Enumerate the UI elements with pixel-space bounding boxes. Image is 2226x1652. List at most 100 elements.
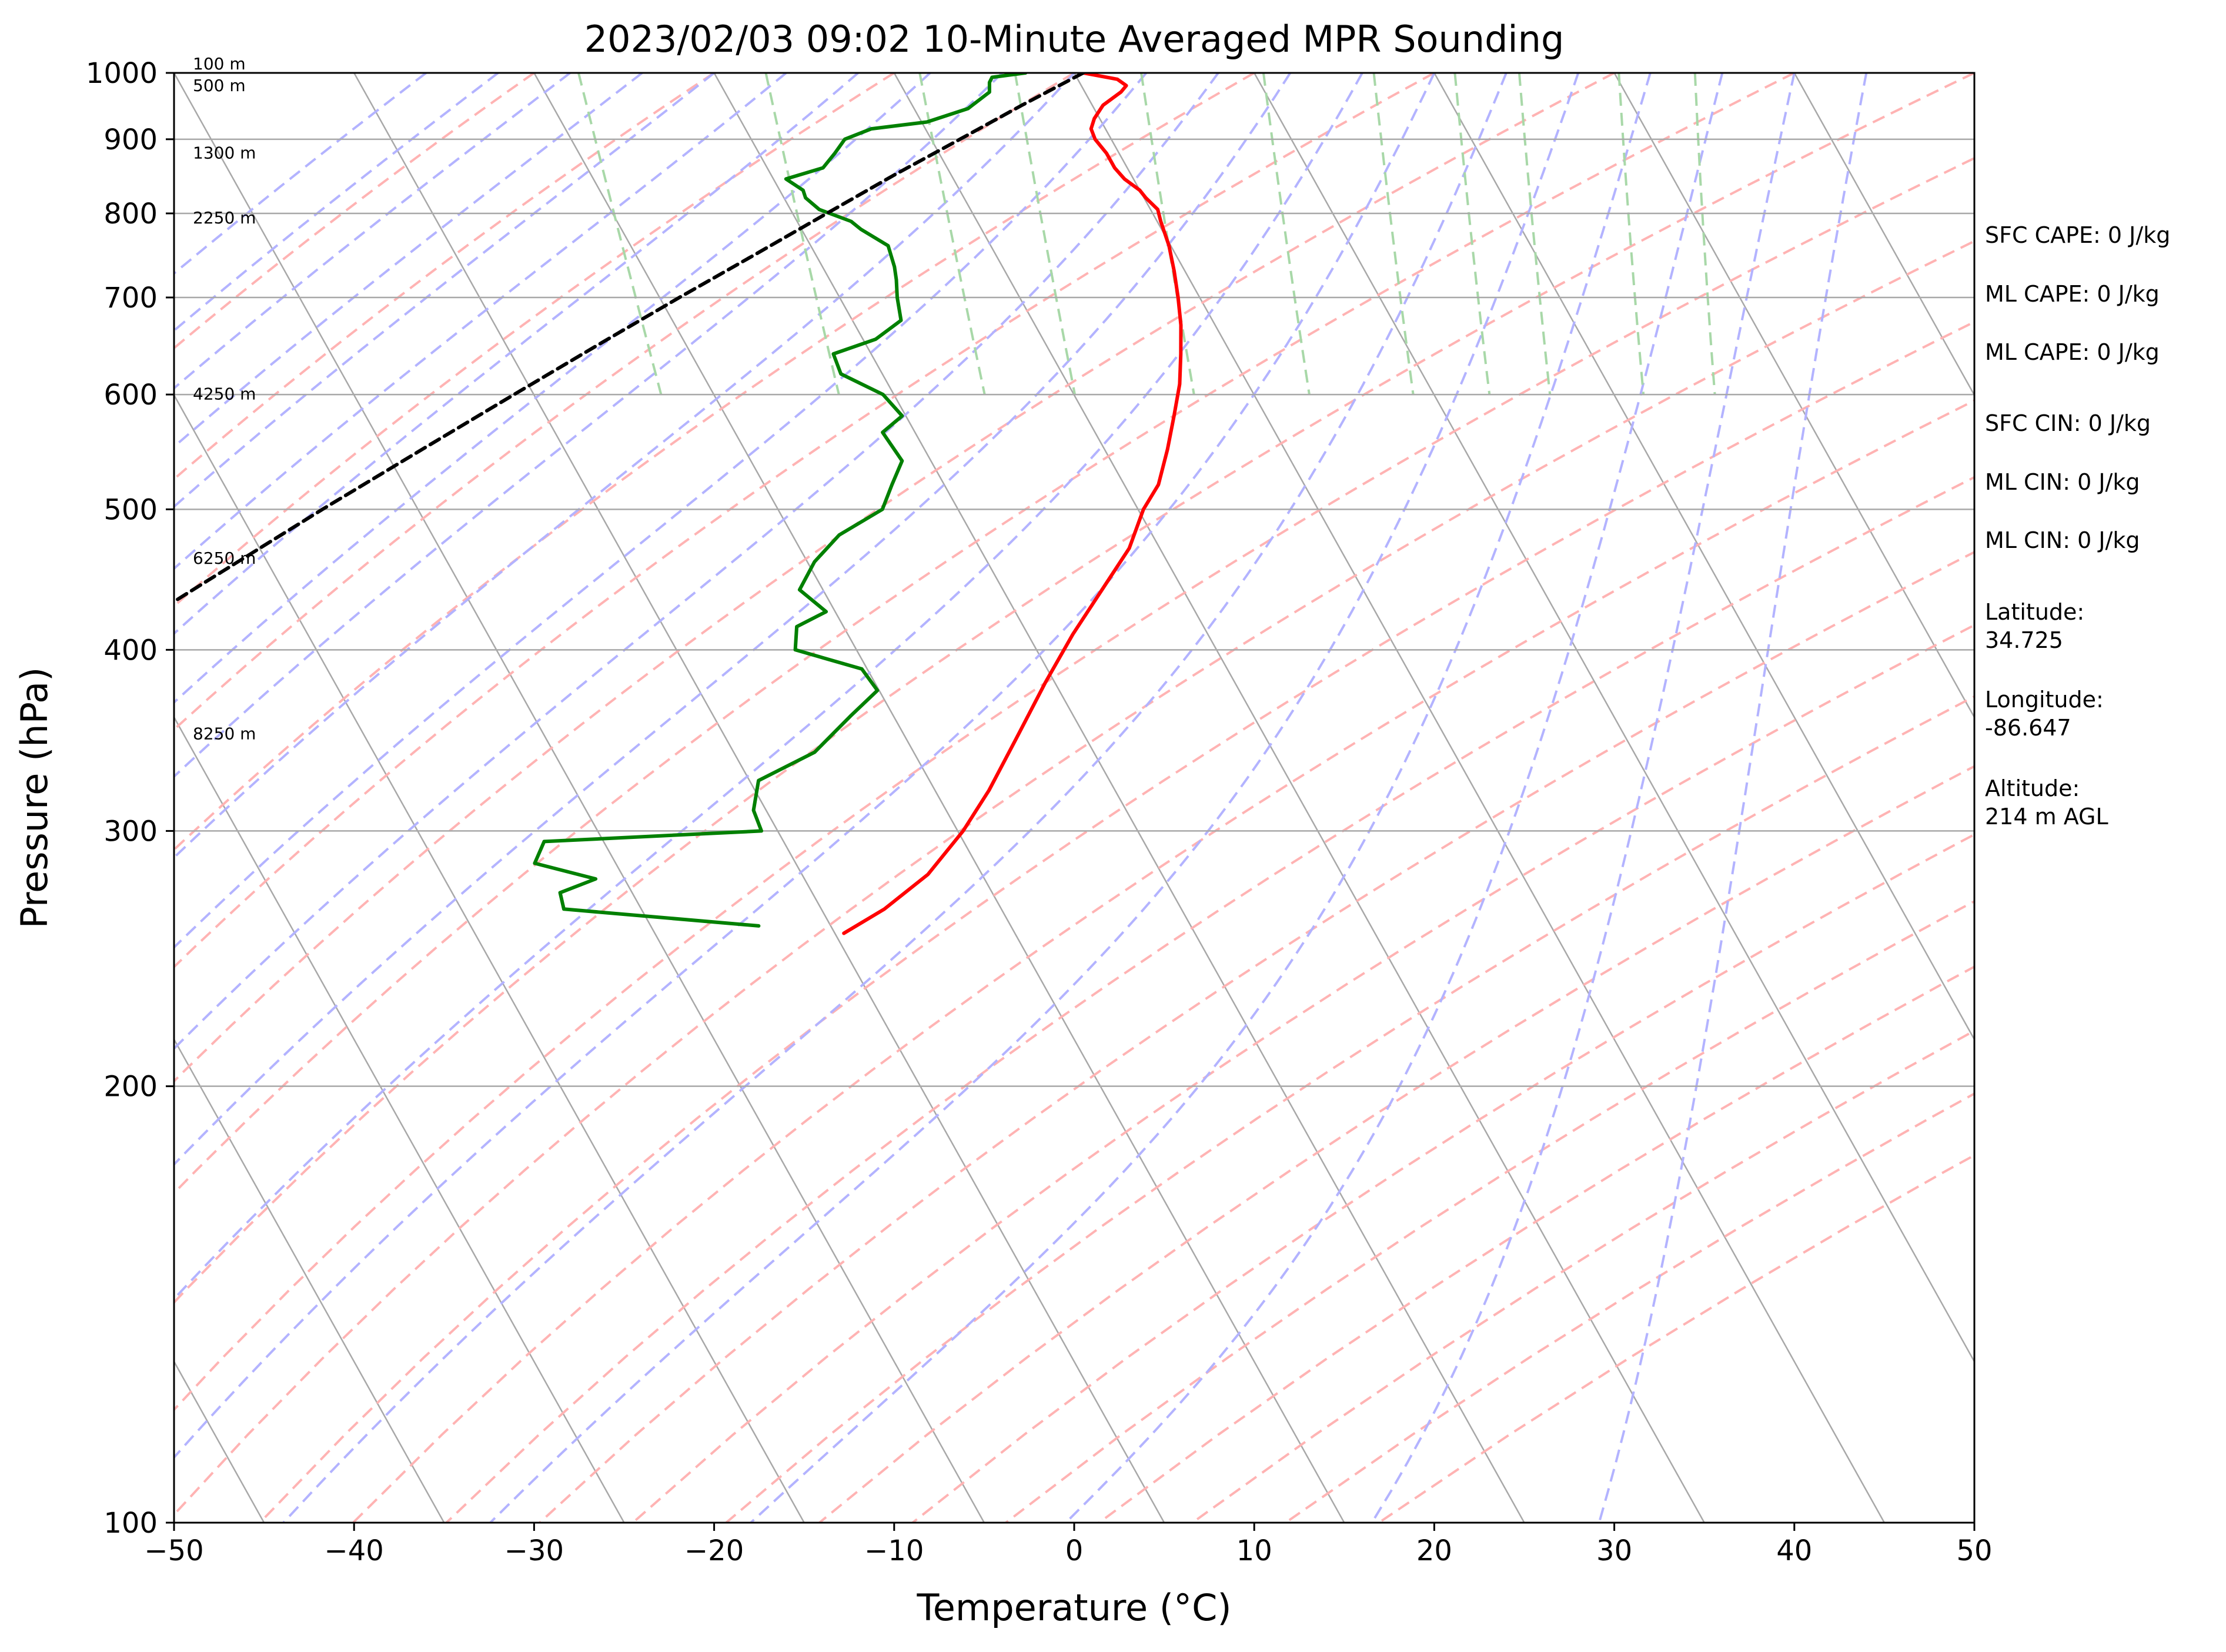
- x-tick-label: 10: [1236, 1534, 1272, 1567]
- dry-adiabat-line: [539, 550, 1974, 1523]
- parcel-profile-line: [174, 73, 1085, 604]
- temperature-profile-line: [842, 73, 1183, 935]
- x-axis-ticks: −50 −40 −30 −20 −10 0 10 20 30 40 50: [144, 1523, 1993, 1567]
- stats-annotation: -86.647: [1985, 715, 2071, 741]
- y-tick-label: 600: [103, 379, 158, 412]
- dry-adiabat-line: [725, 695, 1974, 1523]
- height-label: 2250 m: [193, 208, 256, 228]
- dry-adiabats: [174, 73, 1974, 1523]
- isotherm-line: [174, 715, 625, 1523]
- dry-adiabat-line: [174, 73, 895, 608]
- moist-adiabat-line: [750, 73, 1652, 1523]
- stats-annotation: ML CIN: 0 J/kg: [1985, 469, 2140, 495]
- moist-adiabat-line: [174, 73, 787, 570]
- height-labels: 100 m 500 m 1300 m 2250 m 4250 m 6250 m 8250 m: [193, 54, 256, 744]
- moist-adiabat-line: [174, 73, 715, 509]
- dry-adiabat-line: [174, 73, 715, 481]
- dry-adiabat-line: [174, 73, 1075, 731]
- isotherm-line: [1613, 73, 1974, 719]
- height-label: 100 m: [193, 54, 246, 73]
- stats-annotation: Longitude:: [1985, 687, 2104, 713]
- y-axis-ticks: 100 200 300 400 500 600 700 800 900 1000: [86, 57, 174, 1540]
- stats-annotation: SFC CIN: 0 J/kg: [1985, 410, 2151, 436]
- isotherm-line: [1793, 73, 1974, 397]
- moist-adiabat-line: [174, 73, 1363, 1301]
- x-tick-label: 20: [1416, 1534, 1452, 1567]
- dry-adiabat-line: [174, 239, 1974, 1517]
- x-axis-label: Temperature (°C): [916, 1586, 1231, 1629]
- dry-adiabat-line: [174, 156, 1974, 1412]
- dry-adiabat-line: [259, 320, 1974, 1523]
- isotherms: [174, 73, 2226, 1523]
- mixing-ratio-lines: [577, 73, 1716, 395]
- isotherm-line: [1073, 73, 1885, 1523]
- dry-adiabat-line: [174, 73, 1615, 1083]
- moist-adiabat-line: [174, 73, 1292, 1166]
- x-tick-label: −50: [144, 1534, 203, 1567]
- dry-adiabat-line: [445, 476, 1974, 1523]
- stats-annotation: ML CAPE: 0 J/kg: [1985, 281, 2160, 307]
- mixing-ratio-line: [1617, 73, 1645, 395]
- isotherm-line: [893, 73, 1705, 1523]
- isotherm-line: [2154, 73, 2226, 1523]
- mixing-ratio-line: [764, 73, 840, 395]
- moist-adiabat-line: [282, 73, 1508, 1523]
- moist-adiabats: [174, 73, 1868, 1523]
- y-tick-label: 400: [103, 634, 158, 667]
- y-tick-label: 500: [103, 493, 158, 526]
- y-axis-label: Pressure (hPa): [13, 667, 56, 929]
- stats-annotation: Altitude:: [1985, 775, 2080, 801]
- dewpoint-profile-line: [533, 73, 1028, 928]
- stats-annotation: ML CIN: 0 J/kg: [1985, 527, 2140, 553]
- moist-adiabat-line: [174, 73, 1148, 949]
- x-tick-label: −30: [504, 1534, 564, 1567]
- dry-adiabat-line: [174, 73, 1795, 1195]
- stats-annotation: 34.725: [1985, 627, 2063, 653]
- moist-adiabat-line: [1065, 73, 1724, 1523]
- mixing-ratio-line: [1453, 73, 1491, 395]
- chart-title: 2023/02/03 09:02 10-Minute Averaged MPR …: [584, 18, 1565, 61]
- y-tick-label: 100: [103, 1507, 158, 1540]
- isotherm-line: [174, 73, 985, 1523]
- isotherm-line: [174, 1038, 445, 1523]
- dry-adiabat-line: [632, 624, 1974, 1523]
- stats-annotation: 214 m AGL: [1985, 804, 2108, 830]
- stats-annotation: Latitude:: [1985, 599, 2084, 625]
- mixing-ratio-line: [1014, 73, 1077, 395]
- isotherm-line: [353, 73, 1165, 1523]
- moist-adiabat-line: [489, 73, 1580, 1523]
- dry-adiabat-line: [174, 73, 1255, 852]
- plot-frame: [173, 72, 1976, 1524]
- stats-annotation: SFC CAPE: 0 J/kg: [1985, 222, 2170, 248]
- y-tick-label: 700: [103, 282, 158, 315]
- stats-panel: SFC CAPE: 0 J/kg ML CAPE: 0 J/kg ML CAPE: …: [1985, 222, 2170, 830]
- dry-adiabat-line: [174, 73, 1435, 969]
- height-label: 1300 m: [193, 143, 256, 163]
- x-tick-label: 30: [1596, 1534, 1632, 1567]
- height-label: 4250 m: [193, 384, 256, 403]
- moist-adiabat-line: [174, 73, 571, 390]
- isotherm-line: [713, 73, 1525, 1523]
- x-tick-label: 50: [1956, 1534, 1992, 1567]
- moist-adiabat-line: [174, 73, 1436, 1460]
- y-tick-label: 200: [103, 1071, 158, 1103]
- moist-adiabat-line: [174, 73, 643, 449]
- y-tick-label: 300: [103, 815, 158, 848]
- height-label: 6250 m: [193, 549, 256, 568]
- x-tick-label: −10: [864, 1534, 924, 1567]
- dry-adiabat-line: [174, 73, 1974, 1305]
- y-tick-label: 900: [103, 123, 158, 156]
- sounding-profiles: [174, 73, 1183, 935]
- moist-adiabat-line: [174, 73, 499, 332]
- dry-adiabat-line: [1005, 899, 1974, 1523]
- moist-adiabat-line: [174, 73, 1219, 1051]
- height-label: 500 m: [193, 76, 246, 95]
- moist-adiabat-line: [1597, 73, 1868, 1523]
- isotherm-line: [1254, 73, 1974, 1363]
- isotherm-line: [1433, 73, 1974, 1041]
- dry-adiabat-line: [911, 833, 1974, 1523]
- moist-adiabat-line: [174, 73, 1075, 860]
- moist-adiabat-line: [1371, 73, 1796, 1523]
- dry-adiabat-line: [352, 399, 1974, 1523]
